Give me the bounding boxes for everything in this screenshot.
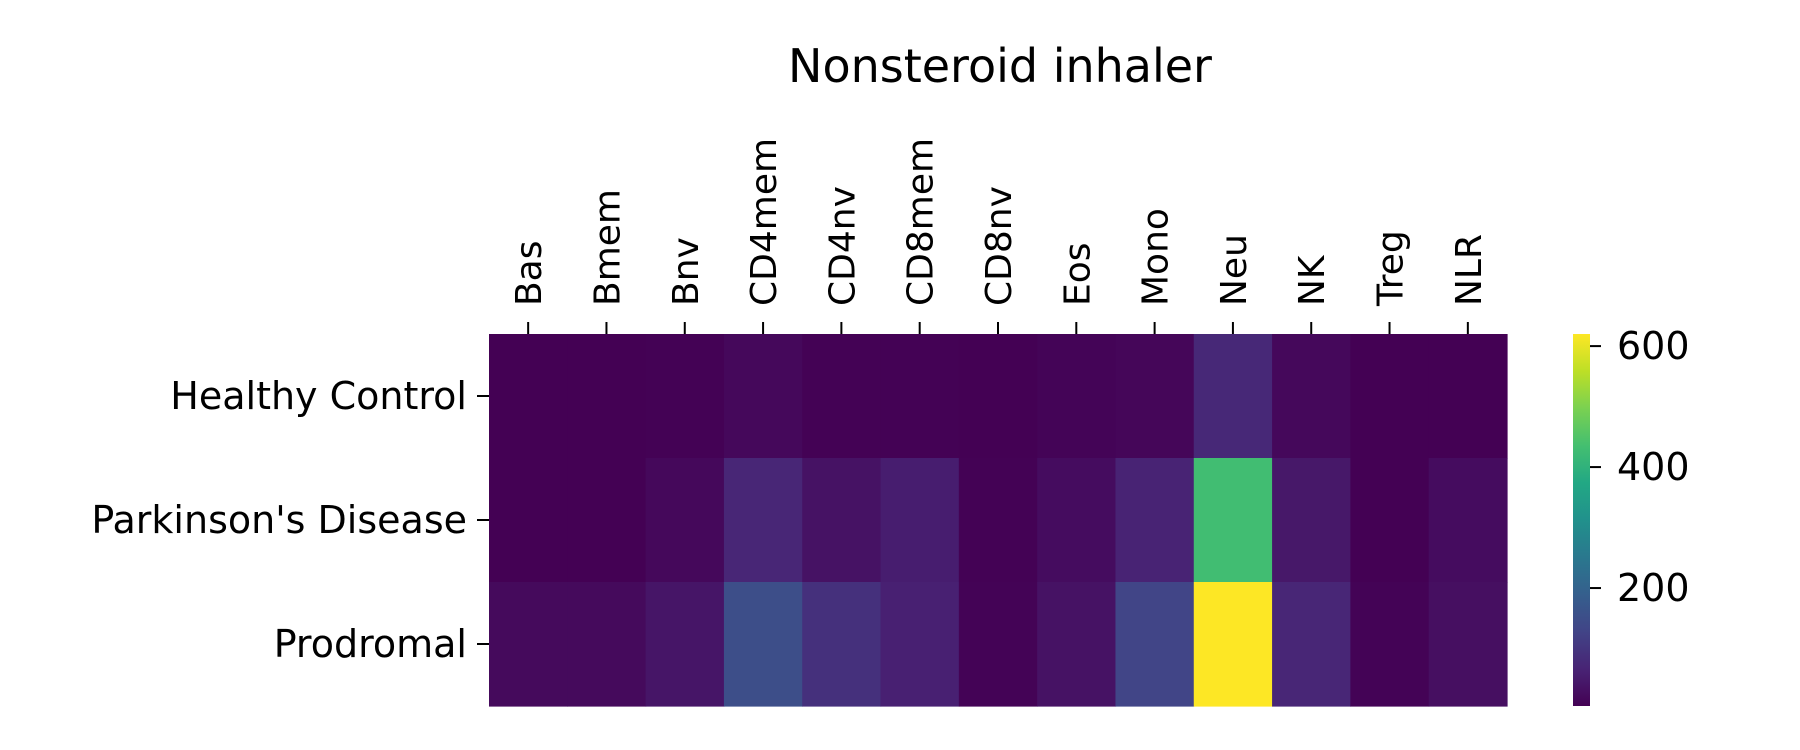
row-label: Parkinson's Disease bbox=[91, 498, 467, 542]
heatmap-cell bbox=[1350, 334, 1430, 459]
heatmap-cells bbox=[489, 334, 1508, 707]
column-label: Eos bbox=[1057, 242, 1098, 306]
heatmap-cell bbox=[958, 458, 1038, 583]
heatmap-cell bbox=[1272, 334, 1351, 459]
colorbar-tick-label: 200 bbox=[1617, 566, 1690, 610]
heatmap-cell bbox=[802, 334, 882, 459]
heatmap-cell bbox=[1037, 458, 1117, 583]
heatmap-cell bbox=[645, 334, 725, 459]
heatmap-cell bbox=[1115, 458, 1195, 583]
column-label: Bas bbox=[509, 240, 550, 306]
heatmap-cell bbox=[1428, 582, 1508, 707]
heatmap-cell bbox=[880, 334, 960, 459]
colorbar-tick-label: 400 bbox=[1617, 445, 1690, 489]
column-label: Bmem bbox=[587, 189, 628, 306]
heatmap-cell bbox=[802, 582, 882, 707]
heatmap-cell bbox=[723, 582, 803, 707]
column-label: CD4mem bbox=[744, 138, 785, 306]
heatmap-cell bbox=[1037, 334, 1117, 459]
heatmap-cell bbox=[880, 582, 960, 707]
heatmap-cell bbox=[958, 582, 1038, 707]
column-label: Bnv bbox=[666, 237, 707, 306]
heatmap-cell bbox=[1193, 458, 1273, 583]
chart-title: Nonsteroid inhaler bbox=[788, 39, 1212, 93]
heatmap-cell bbox=[1428, 458, 1508, 583]
column-label: CD8nv bbox=[979, 186, 1020, 306]
column-label: Mono bbox=[1136, 208, 1177, 306]
heatmap-cell bbox=[1115, 334, 1195, 459]
heatmap-cell bbox=[567, 582, 647, 707]
heatmap-cell bbox=[1350, 582, 1430, 707]
heatmap-cell bbox=[1272, 458, 1351, 583]
row-label: Prodromal bbox=[274, 622, 467, 666]
heatmap-cell bbox=[489, 334, 568, 459]
heatmap-cell bbox=[1193, 582, 1273, 707]
heatmap-cell bbox=[1428, 334, 1508, 459]
heatmap-cell bbox=[489, 582, 568, 707]
heatmap-cell bbox=[880, 458, 960, 583]
column-label: NK bbox=[1292, 254, 1333, 306]
heatmap-cell bbox=[645, 582, 725, 707]
heatmap-cell bbox=[489, 458, 568, 583]
colorbar-tick-label: 600 bbox=[1617, 324, 1690, 368]
heatmap-cell bbox=[1115, 582, 1195, 707]
heatmap-cell bbox=[567, 458, 647, 583]
heatmap-cell bbox=[1272, 582, 1351, 707]
heatmap-cell bbox=[1037, 582, 1117, 707]
heatmap-cell bbox=[1350, 458, 1430, 583]
heatmap-cell bbox=[723, 334, 803, 459]
column-label: CD8mem bbox=[901, 138, 942, 306]
heatmap-cell bbox=[958, 334, 1038, 459]
heatmap-cell bbox=[1193, 334, 1273, 459]
heatmap-cell bbox=[723, 458, 803, 583]
colorbar-gradient bbox=[1573, 334, 1590, 706]
heatmap-cell bbox=[802, 458, 882, 583]
heatmap-cell bbox=[567, 334, 647, 459]
row-label: Healthy Control bbox=[170, 374, 467, 418]
row-labels: Healthy Control Parkinson's Disease Prodro… bbox=[91, 374, 489, 666]
column-labels: Bas Bmem Bnv CD4mem CD4nv CD8mem CD8nv Eos Mono N… bbox=[509, 138, 1490, 334]
colorbar: 200 400 600 bbox=[1573, 324, 1690, 706]
column-label: NLR bbox=[1449, 234, 1490, 306]
column-label: Treg bbox=[1371, 230, 1412, 307]
column-label: Neu bbox=[1214, 234, 1255, 306]
column-label: CD4nv bbox=[822, 186, 863, 306]
heatmap-cell bbox=[645, 458, 725, 583]
